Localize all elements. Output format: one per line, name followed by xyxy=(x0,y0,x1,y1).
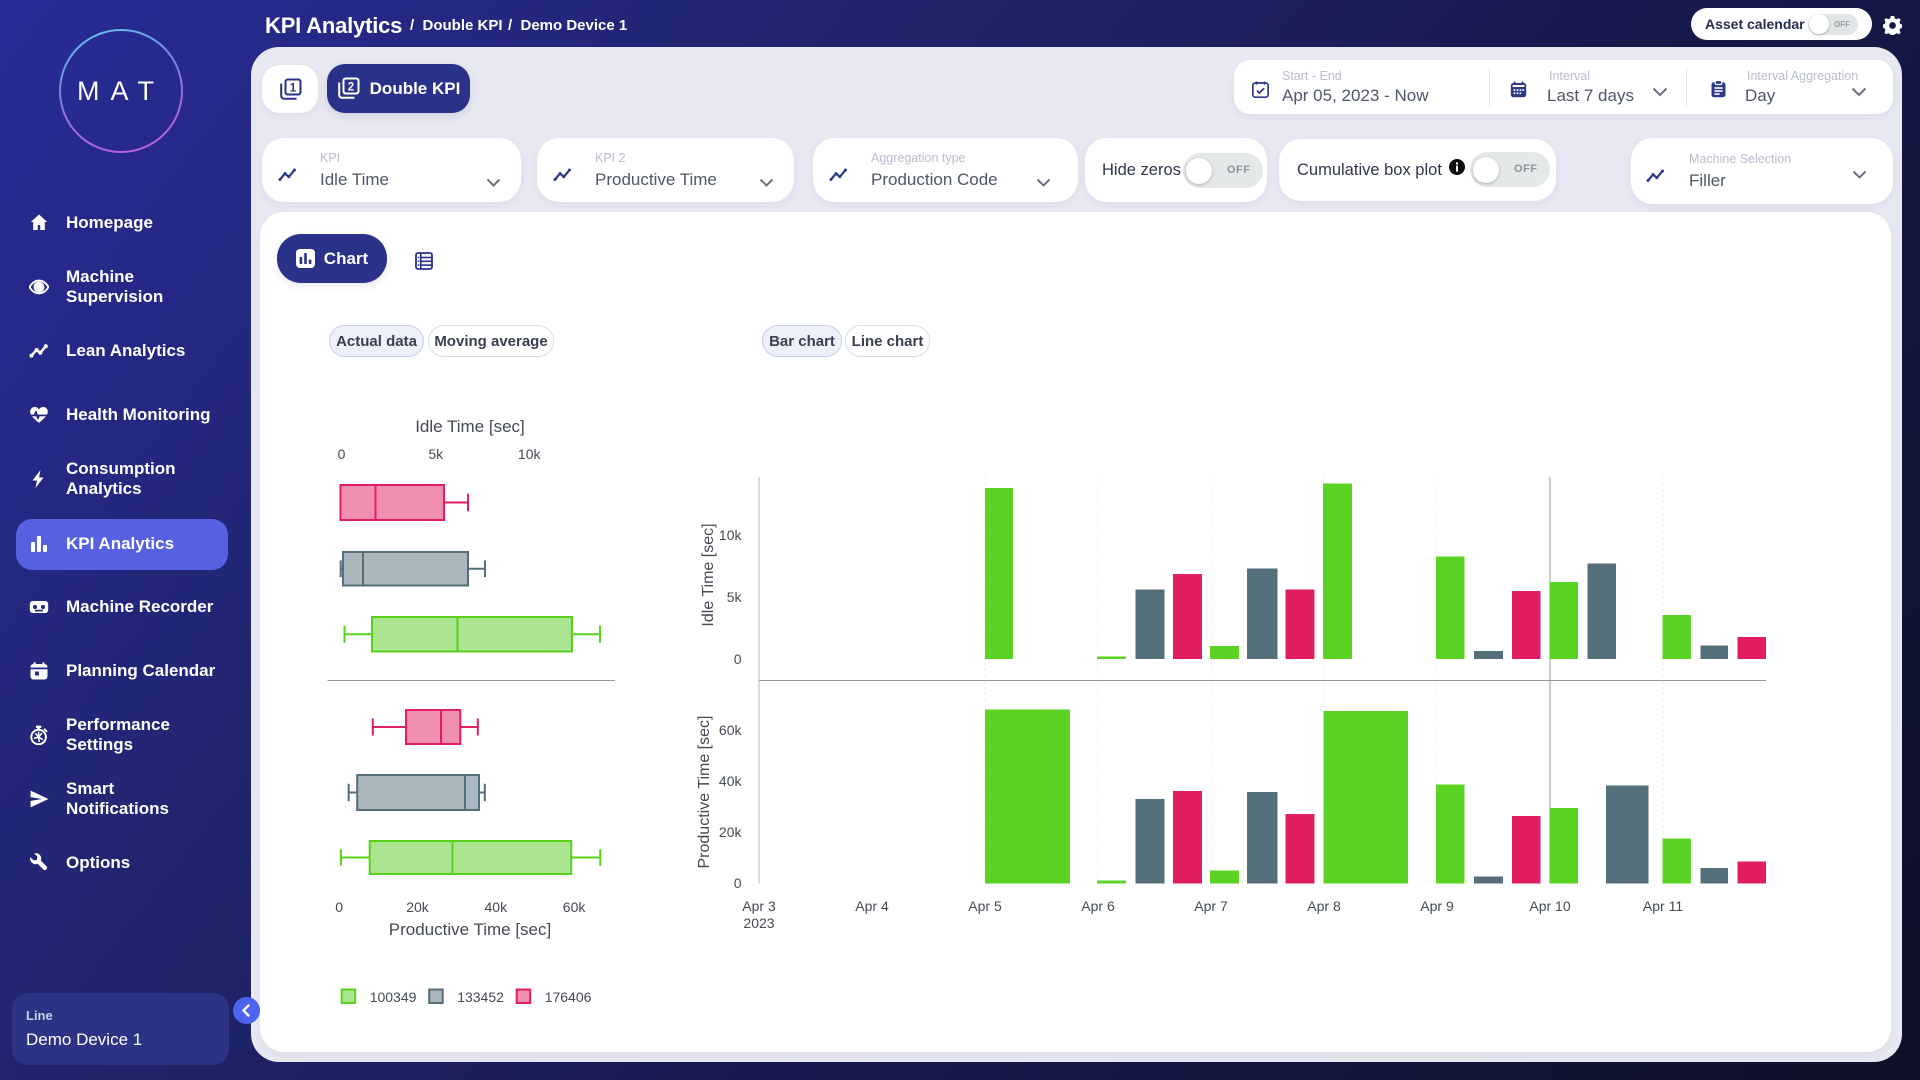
svg-text:Apr 3: Apr 3 xyxy=(742,898,776,914)
svg-text:0: 0 xyxy=(734,875,742,891)
svg-text:Productive Time [sec]: Productive Time [sec] xyxy=(696,716,713,869)
svg-text:133452: 133452 xyxy=(457,989,504,1005)
svg-text:Apr 10: Apr 10 xyxy=(1529,898,1570,914)
svg-text:0: 0 xyxy=(338,446,346,462)
svg-text:Apr 4: Apr 4 xyxy=(855,898,889,914)
svg-text:Apr 11: Apr 11 xyxy=(1643,898,1683,914)
svg-text:MAT: MAT xyxy=(77,76,165,106)
svg-text:Apr 8: Apr 8 xyxy=(1307,898,1341,914)
svg-text:10k: 10k xyxy=(719,527,743,543)
svg-text:Apr 6: Apr 6 xyxy=(1081,898,1115,914)
svg-text:0: 0 xyxy=(335,899,343,915)
svg-text:Idle Time [sec]: Idle Time [sec] xyxy=(415,417,525,436)
svg-text:176406: 176406 xyxy=(545,989,592,1005)
svg-text:60k: 60k xyxy=(563,899,587,915)
svg-text:20k: 20k xyxy=(406,899,430,915)
svg-text:2: 2 xyxy=(347,81,353,93)
svg-text:10k: 10k xyxy=(518,446,542,462)
svg-text:2023: 2023 xyxy=(743,915,774,931)
svg-text:60k: 60k xyxy=(719,722,743,738)
svg-text:1: 1 xyxy=(290,82,297,94)
svg-text:100349: 100349 xyxy=(370,989,417,1005)
svg-text:Apr 7: Apr 7 xyxy=(1194,898,1228,914)
svg-text:5k: 5k xyxy=(428,446,444,462)
svg-text:Apr 9: Apr 9 xyxy=(1420,898,1454,914)
svg-text:5k: 5k xyxy=(727,589,743,605)
svg-text:40k: 40k xyxy=(485,899,509,915)
svg-text:40k: 40k xyxy=(719,773,743,789)
svg-text:Idle Time [sec]: Idle Time [sec] xyxy=(700,523,717,626)
svg-text:0: 0 xyxy=(734,651,742,667)
svg-text:Productive Time [sec]: Productive Time [sec] xyxy=(389,920,552,939)
svg-text:20k: 20k xyxy=(719,824,743,840)
svg-text:Apr 5: Apr 5 xyxy=(968,898,1002,914)
